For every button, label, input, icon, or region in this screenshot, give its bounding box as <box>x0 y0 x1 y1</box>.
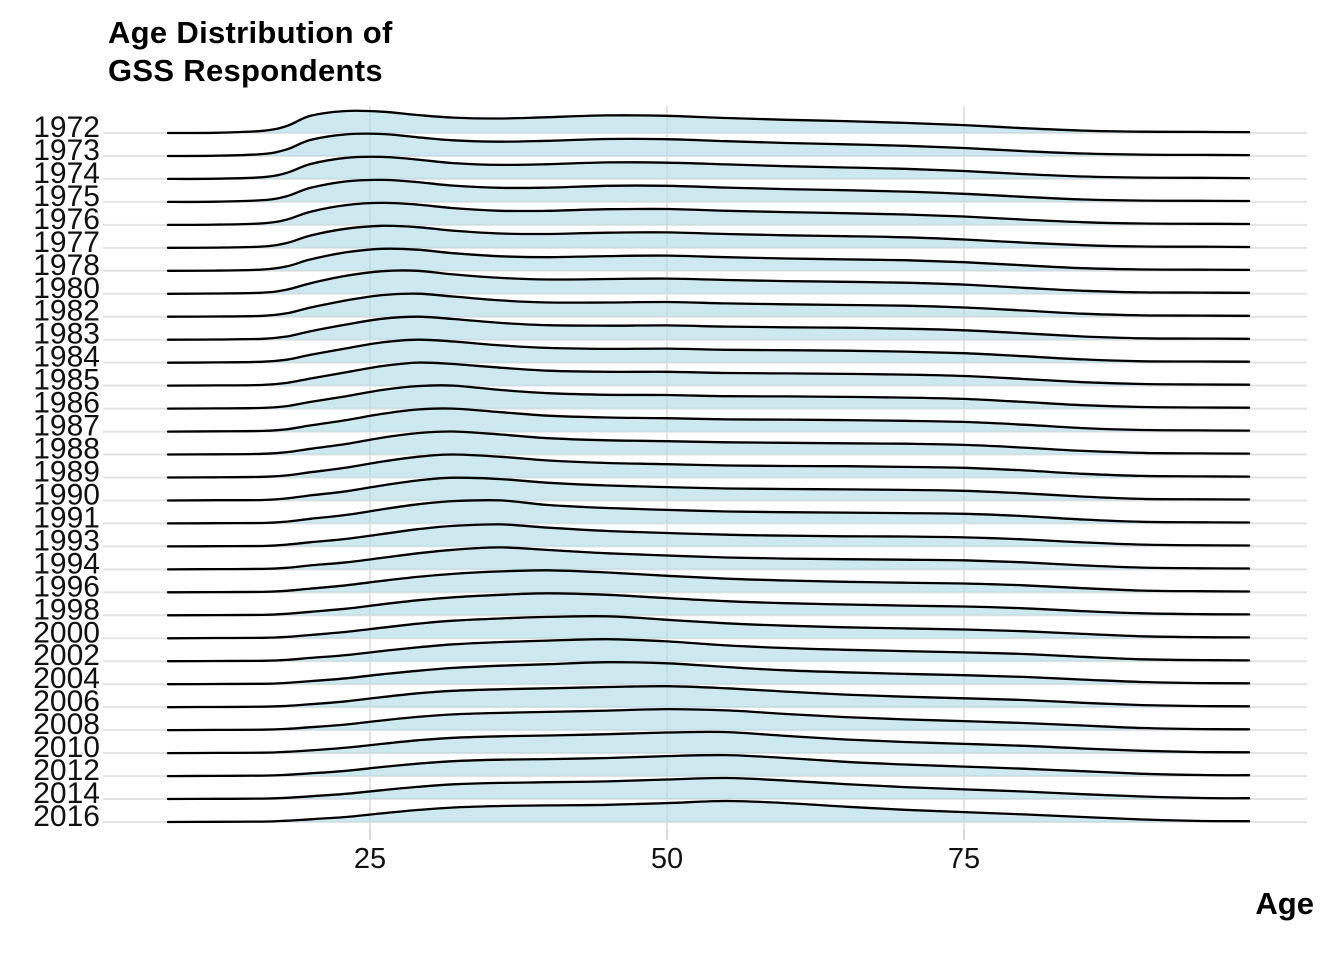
ridge-line-1990 <box>166 476 1251 502</box>
ridge-line-2000 <box>166 614 1251 640</box>
ridge-line-1998 <box>166 592 1251 617</box>
y-axis-label-1994: 1994 <box>33 547 100 580</box>
ridge-fill-2012 <box>168 755 1250 777</box>
y-axis-label-2000: 2000 <box>33 616 100 649</box>
ridge-line-2012 <box>166 753 1251 778</box>
y-axis-label-1975: 1975 <box>33 180 100 213</box>
ridge-line-2014 <box>166 776 1251 801</box>
ridge-line-1976 <box>166 201 1251 227</box>
chart-title: Age Distribution of GSS Respondents <box>108 14 393 90</box>
ridge-line-1982 <box>166 292 1251 318</box>
ridge-fill-2002 <box>168 639 1250 662</box>
y-axis-label-1973: 1973 <box>33 134 100 167</box>
y-axis-label-1989: 1989 <box>33 456 100 489</box>
y-axis-label-1991: 1991 <box>33 501 100 534</box>
y-axis-label-1982: 1982 <box>33 295 100 328</box>
ridge-line-2016 <box>166 799 1251 824</box>
ridge-fill-1978 <box>168 248 1250 271</box>
ridge-fill-2006 <box>168 686 1250 708</box>
y-axis-label-1976: 1976 <box>33 203 100 236</box>
ridge-line-1983 <box>166 315 1251 341</box>
ridge-fill-1984 <box>168 339 1250 363</box>
y-axis-label-1998: 1998 <box>33 593 100 626</box>
ridge-fill-2008 <box>168 709 1250 731</box>
ridge-line-1988 <box>166 430 1251 456</box>
ridge-fill-1983 <box>168 316 1250 340</box>
y-axis-label-2012: 2012 <box>33 754 100 787</box>
ridge-fill-1980 <box>168 270 1250 294</box>
ridge-line-2002 <box>166 638 1251 663</box>
y-axis-label-1985: 1985 <box>33 364 100 397</box>
ridge-fill-2016 <box>168 801 1250 822</box>
ridge-line-2010 <box>166 730 1251 755</box>
ridge-line-1996 <box>166 569 1251 594</box>
y-axis-label-1987: 1987 <box>33 410 100 443</box>
y-axis-label-2002: 2002 <box>33 639 100 672</box>
ridge-fill-1973 <box>168 133 1250 156</box>
y-axis-label-2004: 2004 <box>33 662 100 695</box>
ridge-line-1994 <box>166 546 1251 571</box>
ridge-fill-1994 <box>168 547 1250 570</box>
y-axis-label-1972: 1972 <box>33 111 100 144</box>
ridge-line-1978 <box>166 247 1251 272</box>
ridge-line-1987 <box>166 407 1251 433</box>
ridge-fill-2010 <box>168 731 1250 754</box>
y-axis-label-2006: 2006 <box>33 685 100 718</box>
x-tick-label-25: 25 <box>354 843 386 875</box>
y-axis-label-1974: 1974 <box>33 157 100 190</box>
ridge-fill-1982 <box>168 293 1250 317</box>
ridge-line-1980 <box>166 269 1251 295</box>
ridge-line-2006 <box>166 685 1251 709</box>
y-axis-label-2016: 2016 <box>33 800 100 833</box>
ridge-fill-1976 <box>168 202 1250 225</box>
chart-title-line1: Age Distribution of <box>108 15 393 50</box>
y-axis-label-1984: 1984 <box>33 341 100 374</box>
ridge-line-1972 <box>166 109 1251 135</box>
ridge-line-1984 <box>166 338 1251 364</box>
ridge-line-1973 <box>166 132 1251 158</box>
x-tick-label-75: 75 <box>948 843 980 875</box>
ridge-fill-2004 <box>168 662 1250 685</box>
ridge-line-1989 <box>166 453 1251 479</box>
ridge-line-1986 <box>166 384 1251 410</box>
ridge-line-1977 <box>166 224 1251 249</box>
ridge-line-1974 <box>166 155 1251 181</box>
ridge-line-2008 <box>166 707 1251 732</box>
y-axis-label-2008: 2008 <box>33 708 100 741</box>
ridge-fill-1972 <box>168 110 1250 134</box>
ridge-fill-1993 <box>168 524 1250 547</box>
y-axis-label-1980: 1980 <box>33 272 100 305</box>
y-axis-label-1978: 1978 <box>33 249 100 282</box>
ridge-fill-1977 <box>168 225 1250 248</box>
ridge-fill-2000 <box>168 616 1250 639</box>
ridge-line-1991 <box>166 499 1251 525</box>
x-axis-title: Age <box>1255 886 1314 921</box>
chart-title-line2: GSS Respondents <box>108 53 383 88</box>
ridge-fill-2014 <box>168 777 1250 799</box>
ridge-line-1975 <box>166 178 1251 204</box>
y-axis-label-1986: 1986 <box>33 387 100 420</box>
ridge-fill-1985 <box>168 362 1250 386</box>
x-tick-label-50: 50 <box>651 843 683 875</box>
y-axis-label-1993: 1993 <box>33 524 100 557</box>
ridge-line-1985 <box>166 361 1251 387</box>
y-axis-label-1996: 1996 <box>33 570 100 603</box>
y-axis-label-2014: 2014 <box>33 777 100 810</box>
y-axis-label-1990: 1990 <box>33 478 100 511</box>
ridge-line-2004 <box>166 661 1251 686</box>
y-axis-label-1988: 1988 <box>33 433 100 466</box>
ridge-line-1993 <box>166 523 1251 548</box>
y-axis-label-1977: 1977 <box>33 226 100 259</box>
y-axis-label-2010: 2010 <box>33 731 100 764</box>
y-axis-label-1983: 1983 <box>33 318 100 351</box>
